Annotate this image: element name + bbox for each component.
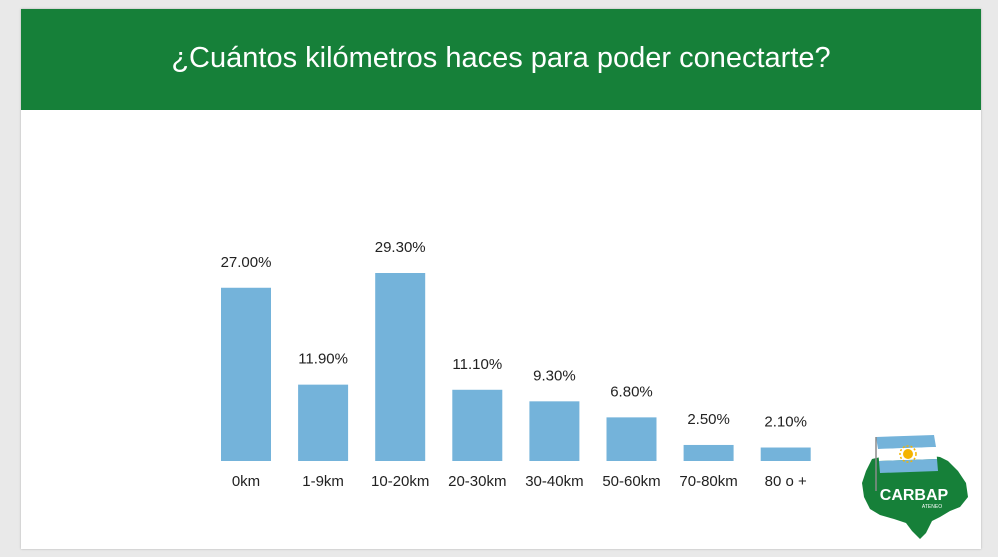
category-label: 80 o +: [765, 473, 807, 490]
province-shape: [862, 453, 968, 539]
data-label: 2.50%: [687, 411, 730, 428]
data-label: 6.80%: [610, 383, 653, 400]
logo-subtext: ATENEO: [922, 504, 942, 510]
bar-0km: [221, 287, 271, 461]
data-label: 2.10%: [764, 414, 807, 431]
category-label: 70-80km: [679, 473, 737, 490]
bar-80 o +: [760, 447, 811, 461]
bar-50-60km: [606, 417, 657, 461]
data-label: 11.10%: [452, 356, 502, 373]
bar-30-40km: [529, 401, 580, 461]
bar-1-9km: [298, 384, 349, 461]
bar-70-80km: [683, 444, 734, 461]
carbap-logo: CARBAP ATENEO: [862, 435, 968, 539]
bar-10-20km: [375, 273, 426, 461]
bar-chart: 27.00% 0km 11.90% 1-9km 29.30% 10-20km 11.10% 2…: [221, 239, 811, 490]
data-label: 11.90%: [298, 351, 348, 368]
category-label: 10-20km: [371, 473, 429, 490]
category-label: 1-9km: [302, 473, 344, 490]
slide: ¿Cuántos kilómetros haces para poder con…: [21, 9, 981, 549]
title-banner: ¿Cuántos kilómetros haces para poder con…: [21, 9, 981, 110]
category-label: 20-30km: [448, 473, 506, 490]
category-label: 50-60km: [602, 473, 660, 490]
data-label: 27.00%: [221, 254, 272, 271]
logo-text: CARBAP: [880, 487, 949, 504]
bar-20-30km: [452, 389, 503, 461]
data-label: 9.30%: [533, 367, 576, 384]
category-label: 30-40km: [525, 473, 583, 490]
slide-title: ¿Cuántos kilómetros haces para poder con…: [171, 42, 831, 74]
category-label: 0km: [232, 473, 260, 490]
data-label: 29.30%: [375, 239, 426, 256]
argentina-flag-sun-icon: [875, 435, 938, 491]
